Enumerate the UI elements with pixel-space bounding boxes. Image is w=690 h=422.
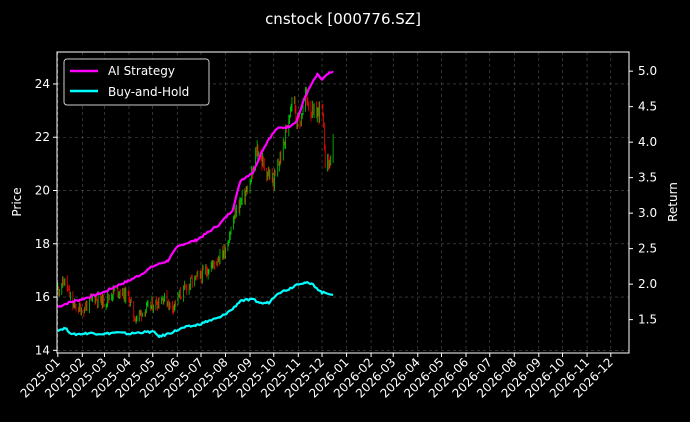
y-left-tick-label: 14 [35,343,50,357]
x-axis: 2025-012025-022025-032025-042025-052025-… [18,353,616,401]
legend-label-buy-and-hold: Buy-and-Hold [108,85,189,99]
y-left-tick-label: 22 [35,130,50,144]
y-left-tick-label: 16 [35,290,50,304]
y-right-tick-label: 3.0 [638,206,657,220]
y-right-tick-label: 3.5 [638,171,657,185]
y-axis-left: 14 16 18 20 22 24 [35,77,57,357]
legend-box [63,58,210,106]
gridlines [57,52,629,353]
y-axis-right-label: Return [666,182,680,222]
chart-title: cnstock [000776.SZ] [265,10,421,28]
y-right-tick-label: 1.5 [638,313,657,327]
series-line-ai-strategy [57,70,334,308]
y-axis-right: 1.5 2.0 2.5 3.0 3.5 4.0 4.5 5.0 [629,64,657,327]
y-right-tick-label: 4.5 [638,100,657,114]
y-right-tick-label: 2.5 [638,242,657,256]
y-right-tick-label: 4.0 [638,135,657,149]
y-axis-left-label: Price [10,187,24,216]
y-left-tick-label: 18 [35,237,50,251]
y-left-tick-label: 20 [35,184,50,198]
series-line-buy-and-hold [57,281,334,338]
series-lines [57,70,334,338]
price-candles [57,86,334,325]
y-right-tick-label: 2.0 [638,277,657,291]
plot-frame [56,51,630,354]
y-left-tick-label: 24 [35,77,50,91]
legend-label-ai-strategy: AI Strategy [108,64,175,78]
legend: AI Strategy Buy-and-Hold [63,58,210,106]
y-right-tick-label: 5.0 [638,64,657,78]
